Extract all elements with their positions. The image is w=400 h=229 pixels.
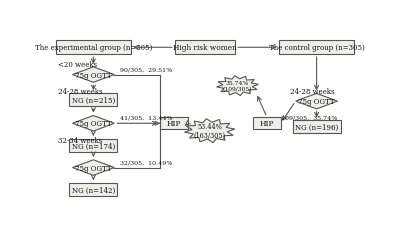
Text: 75g OGTT: 75g OGTT	[75, 164, 112, 172]
Polygon shape	[72, 116, 114, 131]
Polygon shape	[72, 160, 114, 175]
Polygon shape	[72, 68, 114, 83]
Text: 24-28 weeks: 24-28 weeks	[58, 87, 102, 95]
Text: 75g OGTT: 75g OGTT	[298, 98, 335, 106]
FancyBboxPatch shape	[175, 41, 235, 55]
FancyBboxPatch shape	[160, 118, 188, 130]
FancyBboxPatch shape	[69, 183, 118, 196]
FancyBboxPatch shape	[253, 118, 281, 130]
FancyBboxPatch shape	[69, 94, 118, 107]
Text: 90/305,  29.51%: 90/305, 29.51%	[120, 68, 172, 73]
Text: 32/305,  10.49%: 32/305, 10.49%	[120, 160, 172, 165]
Text: 75g OGTT: 75g OGTT	[75, 71, 112, 79]
Text: 35.74%
(109/305): 35.74% (109/305)	[223, 81, 252, 92]
Text: 32-34 weeks: 32-34 weeks	[58, 136, 102, 144]
Text: NG (n=174): NG (n=174)	[72, 142, 115, 150]
Text: NG (n=215): NG (n=215)	[72, 96, 115, 104]
Text: The control group (n=305): The control group (n=305)	[269, 44, 364, 52]
Text: 75g OGTT: 75g OGTT	[75, 120, 112, 128]
Polygon shape	[296, 94, 338, 109]
Text: 53.44%
(163/305): 53.44% (163/305)	[194, 123, 226, 140]
Text: 109/305,  35.74%: 109/305, 35.74%	[281, 115, 337, 120]
Text: HIP: HIP	[260, 120, 274, 128]
Text: 24-28 weeks: 24-28 weeks	[290, 87, 335, 95]
Text: The experimental group (n=305): The experimental group (n=305)	[35, 44, 152, 52]
Text: NG (n=196): NG (n=196)	[295, 123, 338, 131]
FancyBboxPatch shape	[292, 121, 341, 134]
Text: 41/305,  13.44%: 41/305, 13.44%	[120, 115, 172, 120]
Text: <20 weeks: <20 weeks	[58, 61, 97, 69]
Text: NG (n=142): NG (n=142)	[72, 186, 115, 194]
Polygon shape	[217, 76, 258, 96]
Polygon shape	[184, 119, 235, 143]
FancyBboxPatch shape	[279, 41, 354, 55]
Text: High risk women: High risk women	[173, 44, 237, 52]
FancyBboxPatch shape	[56, 41, 131, 55]
FancyBboxPatch shape	[69, 139, 118, 152]
Text: HIP: HIP	[167, 120, 181, 128]
